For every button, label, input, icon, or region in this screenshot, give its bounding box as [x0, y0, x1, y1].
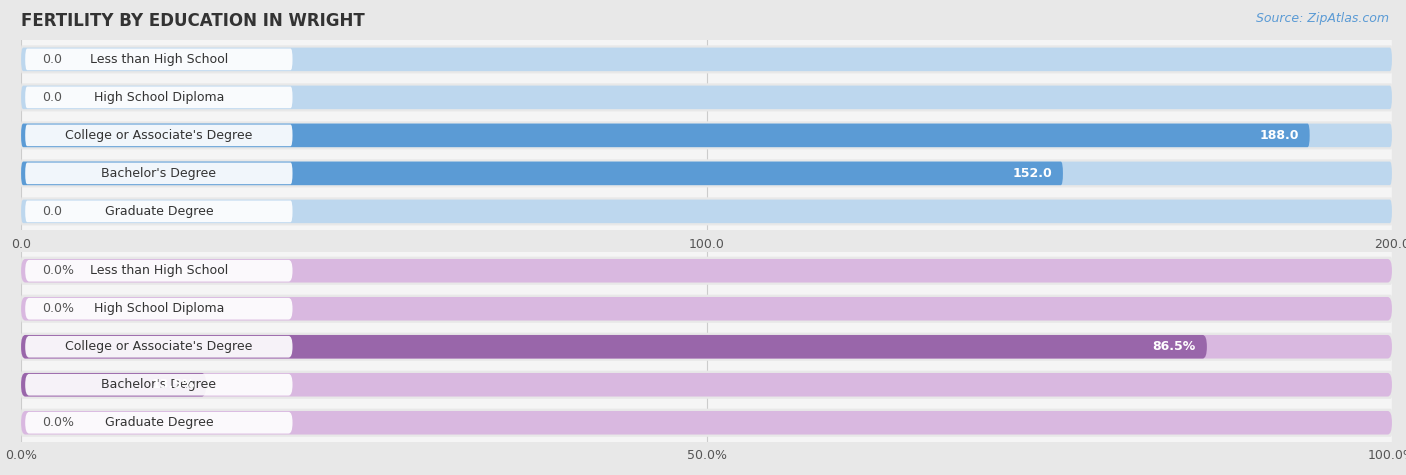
Text: High School Diploma: High School Diploma	[94, 91, 224, 104]
FancyBboxPatch shape	[21, 124, 1310, 147]
FancyBboxPatch shape	[21, 335, 1392, 359]
FancyBboxPatch shape	[21, 83, 1392, 112]
FancyBboxPatch shape	[21, 297, 1392, 321]
FancyBboxPatch shape	[25, 86, 292, 108]
Text: Graduate Degree: Graduate Degree	[104, 416, 214, 429]
FancyBboxPatch shape	[21, 373, 207, 397]
Text: 188.0: 188.0	[1260, 129, 1299, 142]
Text: Bachelor's Degree: Bachelor's Degree	[101, 378, 217, 391]
FancyBboxPatch shape	[21, 162, 1392, 185]
FancyBboxPatch shape	[25, 162, 292, 184]
Text: College or Associate's Degree: College or Associate's Degree	[65, 129, 253, 142]
FancyBboxPatch shape	[25, 412, 292, 434]
FancyBboxPatch shape	[21, 373, 1392, 397]
FancyBboxPatch shape	[25, 124, 292, 146]
FancyBboxPatch shape	[21, 408, 1392, 437]
FancyBboxPatch shape	[21, 335, 1206, 359]
FancyBboxPatch shape	[21, 48, 1392, 71]
Text: Less than High School: Less than High School	[90, 264, 228, 277]
Text: 152.0: 152.0	[1012, 167, 1052, 180]
FancyBboxPatch shape	[21, 259, 1392, 283]
Text: 0.0: 0.0	[42, 205, 62, 218]
FancyBboxPatch shape	[21, 256, 1392, 285]
Text: 13.5%: 13.5%	[152, 378, 195, 391]
FancyBboxPatch shape	[21, 121, 1392, 150]
FancyBboxPatch shape	[25, 374, 292, 396]
Text: 0.0: 0.0	[42, 91, 62, 104]
FancyBboxPatch shape	[21, 370, 1392, 399]
Text: 0.0%: 0.0%	[42, 302, 73, 315]
Text: Less than High School: Less than High School	[90, 53, 228, 66]
FancyBboxPatch shape	[21, 86, 1392, 109]
FancyBboxPatch shape	[25, 298, 292, 320]
Text: Bachelor's Degree: Bachelor's Degree	[101, 167, 217, 180]
FancyBboxPatch shape	[21, 159, 1392, 188]
Text: College or Associate's Degree: College or Associate's Degree	[65, 340, 253, 353]
Text: FERTILITY BY EDUCATION IN WRIGHT: FERTILITY BY EDUCATION IN WRIGHT	[21, 12, 364, 30]
Text: 0.0%: 0.0%	[42, 264, 73, 277]
Text: 0.0: 0.0	[42, 53, 62, 66]
Text: 86.5%: 86.5%	[1153, 340, 1197, 353]
FancyBboxPatch shape	[21, 294, 1392, 323]
FancyBboxPatch shape	[25, 48, 292, 70]
FancyBboxPatch shape	[21, 197, 1392, 226]
Text: Source: ZipAtlas.com: Source: ZipAtlas.com	[1256, 12, 1389, 25]
FancyBboxPatch shape	[25, 336, 292, 358]
FancyBboxPatch shape	[21, 45, 1392, 74]
FancyBboxPatch shape	[21, 162, 1063, 185]
FancyBboxPatch shape	[21, 332, 1392, 361]
FancyBboxPatch shape	[21, 200, 1392, 223]
FancyBboxPatch shape	[25, 260, 292, 282]
FancyBboxPatch shape	[25, 200, 292, 222]
Text: Graduate Degree: Graduate Degree	[104, 205, 214, 218]
FancyBboxPatch shape	[21, 411, 1392, 435]
Text: 0.0%: 0.0%	[42, 416, 73, 429]
Text: High School Diploma: High School Diploma	[94, 302, 224, 315]
FancyBboxPatch shape	[21, 124, 1392, 147]
